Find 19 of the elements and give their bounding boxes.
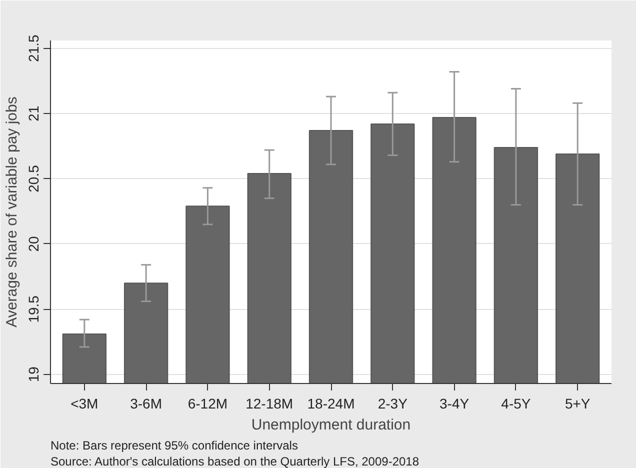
y-tick-label: 20.5 [26, 164, 42, 192]
y-tick-label: 20 [26, 236, 42, 252]
x-tick-label: 3-4Y [440, 396, 470, 412]
x-tick-label: 4-5Y [501, 396, 532, 412]
text: Note: Bars represent 95% confidence intervals [50, 438, 298, 452]
x-tick-label: 6-12M [188, 396, 228, 412]
x-tick-label: 3-6M [130, 396, 162, 412]
x-tick-label: 2-3Y [378, 396, 408, 412]
x-tick-label: 12-18M [246, 396, 294, 412]
x-tick-label: <3M [70, 396, 98, 412]
y-tick-label: 19 [26, 366, 42, 382]
source-note: Source: Author's calculations based on the Quarterly LFS, 2009-2018 [50, 454, 420, 468]
y-tick-label: 19.5 [26, 295, 42, 323]
x-tick-label: 5+Y [564, 396, 591, 412]
y-axis-title: Average share of variable pay jobs [4, 96, 20, 328]
x-tick-label: 18-24M [307, 396, 355, 412]
x-axis-title: Unemployment duration [251, 416, 411, 434]
y-tick-label: 21.5 [26, 34, 42, 62]
y-tick-label: 21 [26, 106, 42, 122]
